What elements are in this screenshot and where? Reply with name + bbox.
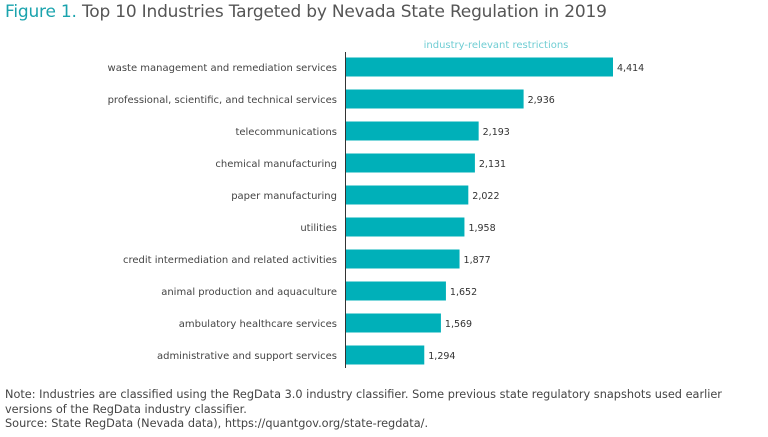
category-label: credit intermediation and related activi… xyxy=(123,255,337,266)
value-label: 1,877 xyxy=(464,255,491,266)
category-label: ambulatory healthcare services xyxy=(179,319,337,330)
chart-title: Figure 1. Top 10 Industries Targeted by … xyxy=(5,2,607,22)
source-text: Source: State RegData (Nevada data), htt… xyxy=(5,417,429,430)
note-text: Note: Industries are classified using th… xyxy=(5,388,722,416)
bar xyxy=(346,217,465,237)
value-label: 4,414 xyxy=(617,63,644,74)
category-label: paper manufacturing xyxy=(231,191,337,202)
bar xyxy=(346,185,469,205)
bar xyxy=(346,249,460,269)
bar xyxy=(346,313,441,333)
value-label: 1,569 xyxy=(445,319,472,330)
value-label: 2,131 xyxy=(479,159,506,170)
category-label: telecommunications xyxy=(235,127,337,138)
bar xyxy=(346,281,446,301)
bar xyxy=(346,57,613,77)
category-label: utilities xyxy=(300,223,337,234)
bar xyxy=(346,345,425,365)
figure-label: Figure 1. xyxy=(5,2,77,22)
category-label: animal production and aquaculture xyxy=(161,287,337,298)
category-label: chemical manufacturing xyxy=(215,159,337,170)
value-label: 1,958 xyxy=(468,223,495,234)
value-label: 2,193 xyxy=(483,127,510,138)
bar xyxy=(346,89,524,109)
bar xyxy=(346,153,475,173)
value-label: 1,652 xyxy=(450,287,477,298)
title-text: Top 10 Industries Targeted by Nevada Sta… xyxy=(81,2,607,22)
category-label: professional, scientific, and technical … xyxy=(108,95,337,106)
bar xyxy=(346,121,479,141)
value-label: 2,936 xyxy=(528,95,555,106)
category-label: waste management and remediation service… xyxy=(108,63,337,74)
series-label: industry-relevant restrictions xyxy=(424,40,569,51)
value-label: 1,294 xyxy=(428,351,455,362)
category-label: administrative and support services xyxy=(157,351,337,362)
notes: Note: Industries are classified using th… xyxy=(5,388,765,432)
value-label: 2,022 xyxy=(472,191,499,202)
